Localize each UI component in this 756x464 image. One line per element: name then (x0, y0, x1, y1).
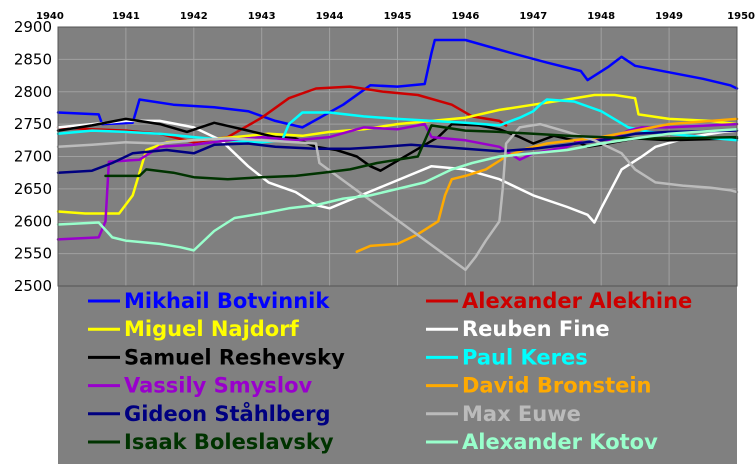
x-tick-label: 1945 (384, 11, 412, 22)
series-line-10 (56, 122, 739, 272)
x-tick-label: 1947 (519, 11, 547, 22)
x-tick-label: 1949 (655, 11, 683, 22)
plot-border (57, 26, 738, 287)
y-tick-label: 2800 (14, 83, 52, 101)
y-tick-label: 2500 (14, 277, 52, 295)
legend-entry: Paul Keres (462, 345, 588, 369)
y-tick-label: 2850 (14, 50, 52, 68)
series-line-1 (56, 38, 739, 129)
legend-entry: Alexander Kotov (462, 430, 658, 454)
y-axis-ticks: 2900 2850 2800 2750 2700 2650 2600 2550 2500 (14, 18, 52, 295)
series-line-5 (56, 117, 739, 172)
legend-entry: Max Euwe (462, 402, 581, 426)
legend-entry: Gideon Ståhlberg (124, 401, 331, 426)
series-line-4 (56, 119, 739, 224)
x-tick-label: 1943 (248, 11, 276, 22)
x-tick-label: 1942 (180, 11, 208, 22)
series-line-12 (56, 128, 739, 252)
x-tick-label: 1944 (316, 11, 344, 22)
x-tick-label: 1948 (587, 11, 615, 22)
series-line-8 (355, 117, 739, 253)
y-tick-label: 2600 (14, 212, 52, 230)
series-lines (56, 38, 739, 272)
legend-entry: Isaak Boleslavsky (124, 430, 334, 454)
legend-entry: Alexander Alekhine (462, 289, 692, 313)
y-tick-label: 2700 (14, 148, 52, 166)
x-axis-ticks: 1940 1941 1942 1943 1944 1945 1946 1947 1948 1949… (36, 11, 755, 22)
y-tick-label: 2900 (14, 18, 52, 36)
legend-entry: David Bronstein (462, 374, 652, 398)
legend-entry: Vassily Smyslov (124, 374, 312, 398)
series-line-11 (104, 124, 739, 181)
legend-background (58, 286, 737, 464)
x-tick-label: 1950 (727, 11, 755, 22)
x-tick-label: 1946 (451, 11, 479, 22)
legend-entry: Mikhail Botvinnik (124, 289, 330, 313)
series-line-9 (56, 129, 739, 174)
legend: Mikhail Botvinnik Alexander Alekhine Migue… (88, 289, 692, 454)
legend-entry: Samuel Reshevsky (124, 345, 345, 369)
series-line-3 (56, 93, 739, 215)
x-tick-label: 1940 (36, 11, 64, 22)
legend-entry: Miguel Najdorf (124, 317, 300, 341)
legend-entry: Reuben Fine (462, 317, 610, 341)
series-line-6 (56, 98, 739, 144)
x-tick-label: 1941 (112, 11, 140, 22)
y-tick-label: 2750 (14, 115, 52, 133)
y-tick-label: 2650 (14, 180, 52, 198)
y-tick-label: 2550 (14, 245, 52, 263)
